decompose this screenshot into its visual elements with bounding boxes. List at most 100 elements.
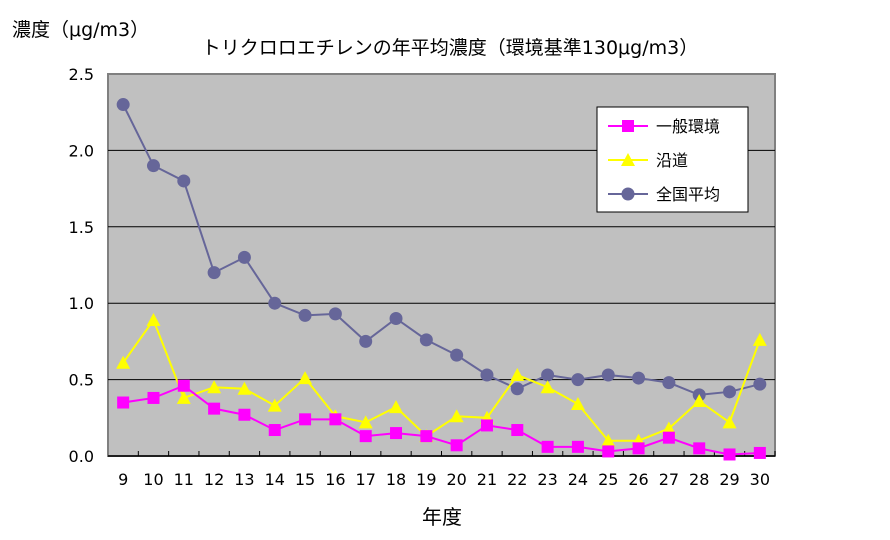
x-tick-label: 15 bbox=[295, 470, 315, 489]
data-point-circle bbox=[753, 377, 767, 391]
data-point-square bbox=[632, 442, 645, 455]
x-tick-label: 22 bbox=[507, 470, 527, 489]
data-point-circle bbox=[541, 368, 555, 382]
x-tick-label: 23 bbox=[537, 470, 557, 489]
data-point-square bbox=[117, 396, 130, 409]
data-point-triangle bbox=[621, 153, 635, 166]
data-point-circle bbox=[389, 311, 403, 325]
data-point-square bbox=[571, 440, 584, 453]
legend-label: 全国平均 bbox=[656, 185, 720, 204]
x-tick-label: 28 bbox=[689, 470, 709, 489]
data-point-circle bbox=[359, 334, 373, 348]
data-point-triangle bbox=[237, 381, 252, 395]
data-point-square bbox=[723, 448, 736, 461]
legend-label: 一般環境 bbox=[656, 117, 720, 136]
data-point-square bbox=[693, 442, 706, 455]
data-point-square bbox=[359, 430, 372, 443]
x-tick-label: 26 bbox=[628, 470, 648, 489]
data-point-circle bbox=[177, 174, 191, 188]
data-point-circle bbox=[723, 385, 737, 399]
x-tick-label: 21 bbox=[477, 470, 497, 489]
data-point-circle bbox=[328, 307, 342, 321]
data-point-triangle bbox=[510, 368, 525, 382]
data-point-circle bbox=[146, 159, 160, 173]
y-tick-label: 1.0 bbox=[69, 294, 94, 313]
data-point-square bbox=[622, 120, 634, 132]
x-tick-label: 10 bbox=[143, 470, 163, 489]
data-point-square bbox=[238, 408, 251, 421]
data-point-square bbox=[299, 413, 312, 426]
legend-label: 沿道 bbox=[656, 151, 688, 170]
data-point-triangle bbox=[207, 380, 222, 394]
data-point-circle bbox=[450, 348, 464, 362]
data-point-triangle bbox=[449, 409, 464, 423]
x-tick-label: 30 bbox=[750, 470, 770, 489]
data-point-triangle bbox=[389, 400, 404, 414]
x-axis-label: 年度 bbox=[422, 505, 462, 529]
data-point-triangle bbox=[176, 390, 191, 404]
x-tick-label: 9 bbox=[118, 470, 128, 489]
y-tick-label: 1.5 bbox=[69, 218, 94, 237]
series-line bbox=[122, 104, 761, 396]
data-point-triangle bbox=[298, 371, 313, 385]
x-tick-label: 20 bbox=[446, 470, 466, 489]
data-point-triangle bbox=[267, 398, 282, 412]
data-point-triangle bbox=[570, 397, 585, 411]
data-point-triangle bbox=[692, 393, 707, 407]
x-tick-label: 27 bbox=[659, 470, 679, 489]
chart-title: トリクロロエチレンの年平均濃度（環境基準130μg/m3） bbox=[202, 37, 698, 59]
data-point-square bbox=[541, 440, 554, 453]
data-point-circle bbox=[207, 266, 221, 280]
data-point-square bbox=[753, 446, 766, 459]
data-point-circle bbox=[662, 376, 676, 390]
data-point-square bbox=[329, 413, 342, 426]
x-tick-label: 12 bbox=[204, 470, 224, 489]
x-tick-label: 25 bbox=[598, 470, 618, 489]
data-point-triangle bbox=[601, 433, 616, 447]
data-point-square bbox=[208, 402, 221, 415]
x-tick-label: 14 bbox=[265, 470, 285, 489]
data-point-square bbox=[662, 431, 675, 444]
data-point-square bbox=[268, 424, 281, 437]
x-tick-label: 17 bbox=[356, 470, 376, 489]
data-point-triangle bbox=[722, 415, 737, 429]
data-point-triangle bbox=[752, 332, 767, 346]
data-point-square bbox=[602, 445, 615, 458]
y-tick-label: 0.0 bbox=[69, 447, 94, 466]
data-point-circle bbox=[116, 98, 130, 112]
data-point-triangle bbox=[116, 355, 131, 369]
series-line bbox=[122, 317, 761, 442]
data-point-square bbox=[147, 391, 160, 404]
y-axis-label: 濃度（μg/m3） bbox=[12, 19, 149, 41]
data-point-triangle bbox=[540, 380, 555, 394]
data-point-circle bbox=[510, 382, 524, 396]
data-point-circle bbox=[632, 371, 646, 385]
data-point-triangle bbox=[358, 415, 373, 429]
data-point-triangle bbox=[146, 313, 161, 327]
x-tick-label: 29 bbox=[719, 470, 739, 489]
data-point-circle bbox=[237, 250, 251, 264]
y-tick-label: 2.5 bbox=[69, 65, 94, 84]
y-tick-label: 0.5 bbox=[69, 371, 94, 390]
data-point-circle bbox=[621, 187, 635, 201]
data-point-circle bbox=[419, 333, 433, 347]
data-point-circle bbox=[601, 368, 615, 382]
x-tick-label: 19 bbox=[416, 470, 436, 489]
data-point-circle bbox=[480, 368, 494, 382]
data-point-square bbox=[450, 439, 463, 452]
data-point-square bbox=[480, 419, 493, 432]
data-point-triangle bbox=[661, 421, 676, 435]
data-point-circle bbox=[268, 296, 282, 310]
x-tick-label: 13 bbox=[234, 470, 254, 489]
x-tick-label: 16 bbox=[325, 470, 345, 489]
y-tick-label: 2.0 bbox=[69, 141, 94, 160]
data-point-square bbox=[177, 379, 190, 392]
series-square bbox=[117, 379, 766, 461]
data-point-square bbox=[390, 427, 403, 440]
data-point-circle bbox=[298, 308, 312, 322]
x-tick-label: 18 bbox=[386, 470, 406, 489]
series-line bbox=[123, 384, 760, 456]
